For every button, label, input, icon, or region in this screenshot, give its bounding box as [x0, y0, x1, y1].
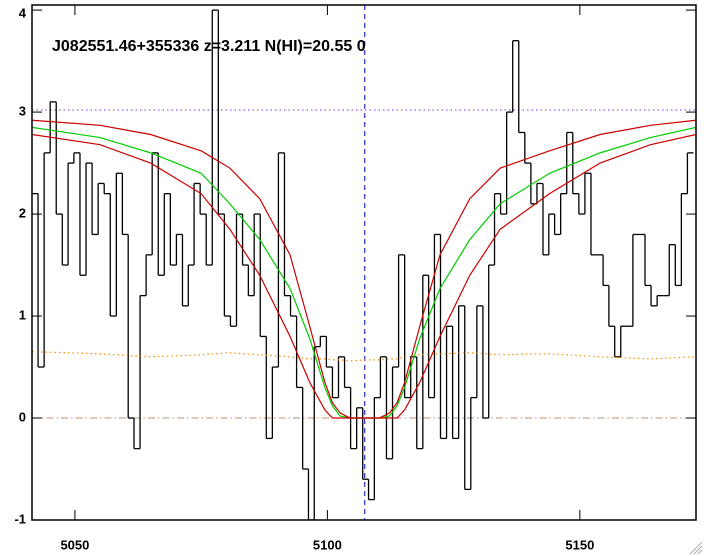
y-tick-label: 2 [19, 205, 26, 220]
model-curve [32, 133, 696, 419]
model-curve [32, 126, 696, 419]
annotation: J082551.46+355336 z=3.211 N(HI)=20.55 0 [52, 38, 366, 55]
x-tick-label: 5150 [565, 537, 594, 552]
y-tick-label: 0 [19, 409, 26, 424]
plot-area [32, 5, 696, 520]
x-tick-label: 5100 [313, 537, 342, 552]
x-tick-label: 5050 [60, 537, 89, 552]
resize-grip [689, 541, 703, 555]
y-tick-label: -1 [14, 511, 26, 526]
error-curve [32, 351, 696, 362]
y-tick-label: 4 [19, 5, 27, 20]
plot-frame [31, 4, 697, 521]
y-tick-label: 1 [19, 307, 26, 322]
flux-step-connectors [37, 10, 689, 520]
y-tick-label: 3 [19, 104, 26, 119]
